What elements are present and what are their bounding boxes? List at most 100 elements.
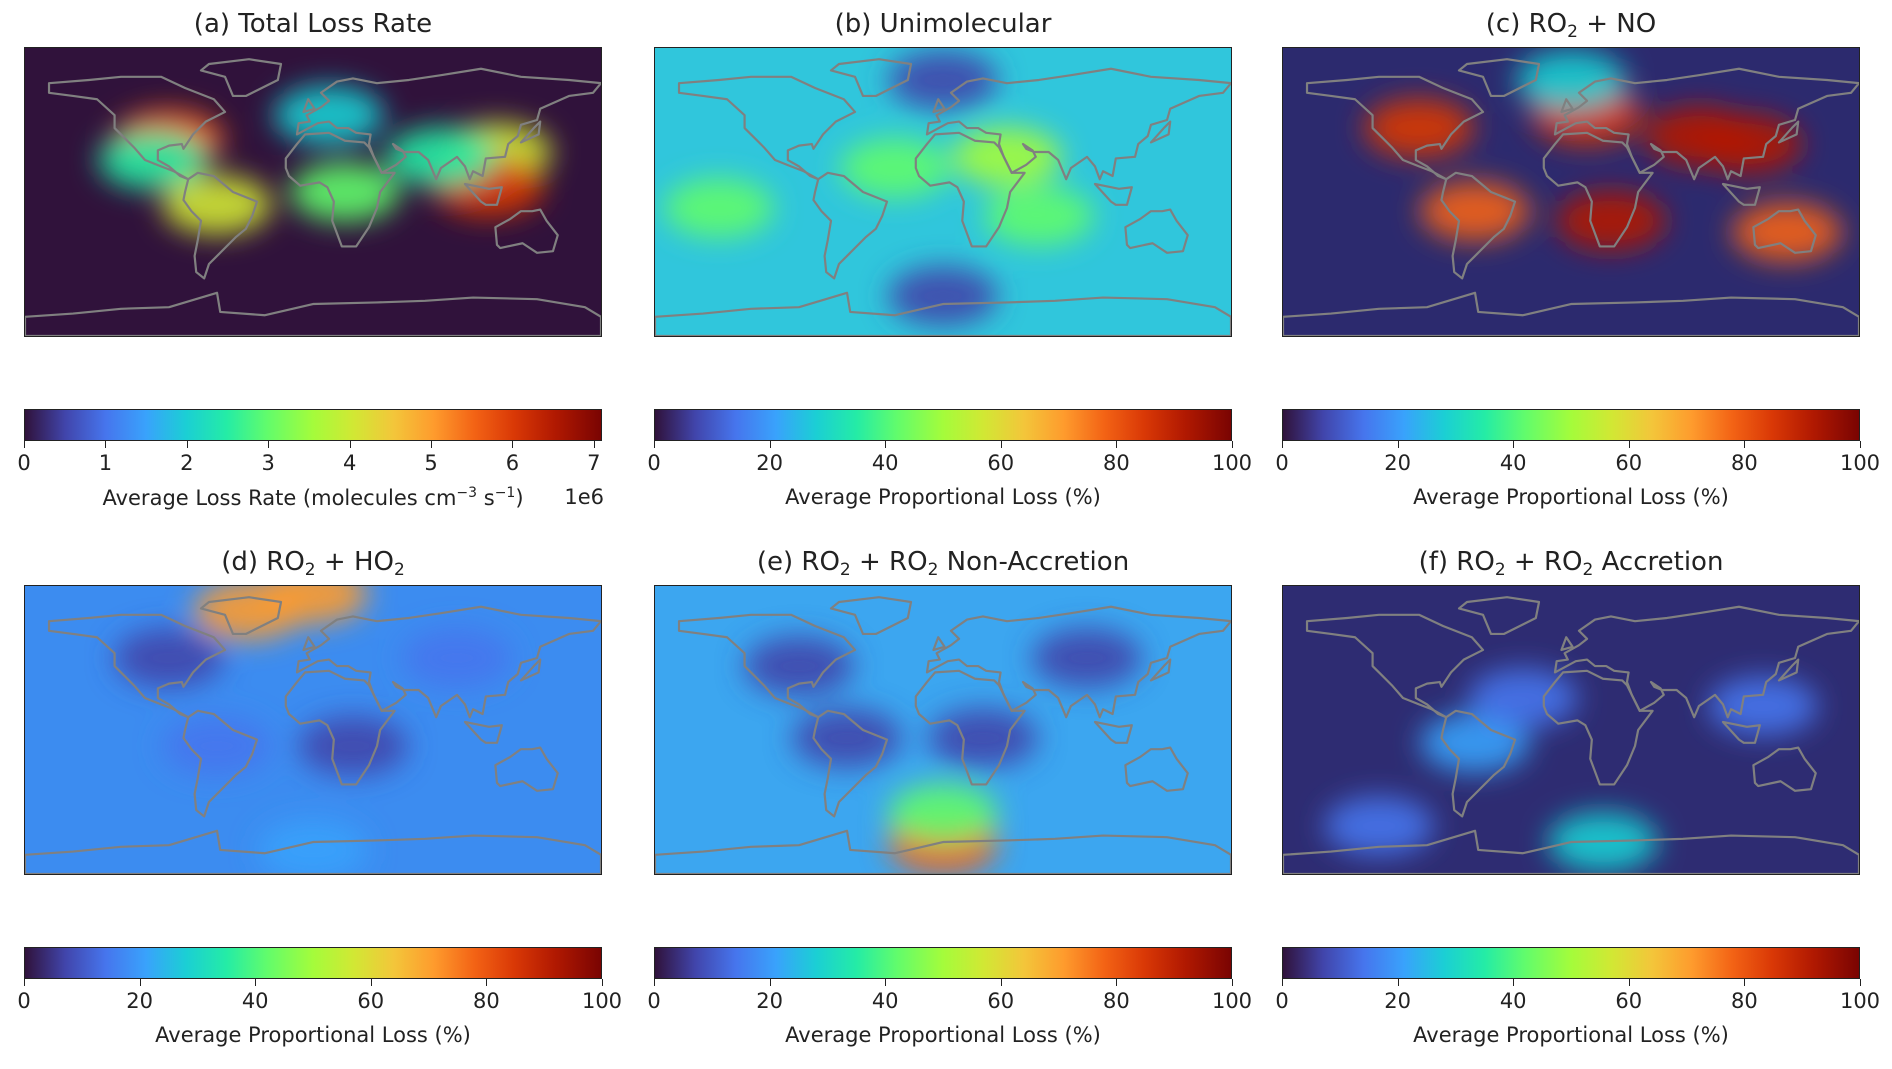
colorbar-tick-label: 100 <box>581 989 623 1013</box>
coastline <box>494 746 559 792</box>
colorbar-tick <box>1744 979 1746 986</box>
coastline <box>1457 58 1541 98</box>
coastline <box>295 605 601 719</box>
coastline <box>25 291 601 336</box>
coastline <box>655 291 1231 336</box>
colorbar-tick <box>1744 441 1746 448</box>
coastline <box>1305 613 1485 719</box>
colorbar-label: Average Proportional Loss (%) <box>785 485 1101 509</box>
coastline <box>182 709 259 818</box>
colorbar-tick <box>105 441 107 448</box>
panel-title: (a) Total Loss Rate <box>193 9 433 39</box>
coastline <box>519 120 542 144</box>
coastline <box>829 596 913 636</box>
data-field <box>792 708 902 768</box>
colorbar-tick-label: 100 <box>1211 451 1253 475</box>
coastline <box>829 58 913 98</box>
coastline <box>1777 120 1800 144</box>
data-field <box>888 50 998 110</box>
panel-title: (e) RO2 + RO2 Non-Accretion <box>756 547 1130 580</box>
data-field <box>162 716 272 776</box>
coastline <box>1752 208 1817 254</box>
colorbar-label: Average Proportional Loss (%) <box>1413 1023 1729 1047</box>
colorbar-tick-label: 60 <box>1615 989 1643 1013</box>
coastline <box>302 98 316 114</box>
colorbar-tick <box>255 979 257 986</box>
colorbar-tick-label: 20 <box>756 989 783 1013</box>
colorbar-tick <box>1628 979 1630 986</box>
data-field <box>1708 676 1818 736</box>
colorbar-tick <box>1000 979 1002 986</box>
colorbar <box>654 409 1232 441</box>
data-field <box>1324 796 1434 856</box>
colorbar-tick <box>268 441 270 448</box>
colorbar-tick-label: 100 <box>1211 989 1253 1013</box>
data-field <box>984 186 1094 246</box>
coastline <box>199 596 283 636</box>
data-field <box>386 127 496 187</box>
coastline <box>519 658 542 682</box>
colorbar-tick-label: 0 <box>17 451 31 475</box>
data-field <box>258 586 368 624</box>
colorbar-tick-label: 40 <box>241 989 269 1013</box>
colorbar-tick <box>769 441 771 448</box>
coastline <box>302 636 316 652</box>
data-field <box>744 636 854 696</box>
colorbar-tick-label: 20 <box>1384 451 1411 475</box>
coastline <box>1093 182 1133 206</box>
coastline <box>1440 171 1517 280</box>
map-plot <box>654 47 1232 337</box>
map-panel-e: (e) RO2 + RO2 Non-Accretion 0 20 40 60 80 100 A… <box>630 541 1256 1061</box>
map-panel-d: (d) RO2 + HO2 0 20 40 60 80 100 Average Proport… <box>0 541 626 1061</box>
colorbar-tick-label: 3 <box>261 451 275 475</box>
map-panel-c: (c) RO2 + NO 0 20 40 60 80 100 Average Proporti… <box>1258 3 1884 523</box>
colorbar-tick-label: 1 <box>98 451 113 475</box>
panel-title: (c) RO2 + NO <box>1485 9 1657 42</box>
coastline <box>1752 746 1817 792</box>
colorbar-tick-label: 5 <box>424 451 438 475</box>
colorbar-label: Average Proportional Loss (%) <box>155 1023 471 1047</box>
colorbar <box>1282 409 1860 441</box>
coastline <box>295 67 601 181</box>
colorbar <box>1282 947 1860 979</box>
coastline <box>284 131 396 248</box>
colorbar-tick-label: 20 <box>756 451 783 475</box>
colorbar-tick <box>1860 979 1861 986</box>
map-panel-b: (b) Unimolecular 0 20 40 60 80 100 Average Prop… <box>630 3 1256 523</box>
coastline <box>182 171 259 280</box>
map-plot <box>654 585 1232 875</box>
colorbar-tick-label: 7 <box>587 451 601 475</box>
colorbar-label: Average Loss Rate (molecules cm−3 s−1) <box>102 485 524 510</box>
colorbar-tick <box>769 979 771 986</box>
coastline <box>1305 75 1485 181</box>
colorbar-tick <box>24 441 25 448</box>
data-field <box>290 162 400 222</box>
colorbar-tick-label: 2 <box>180 451 194 475</box>
colorbar-label: Average Proportional Loss (%) <box>785 1023 1101 1047</box>
data-field <box>402 628 512 688</box>
coastline <box>677 75 857 181</box>
panel-title: (d) RO2 + HO2 <box>221 547 405 580</box>
coastline <box>1721 720 1761 744</box>
coastline <box>932 636 946 652</box>
colorbar <box>24 409 602 441</box>
coastline <box>914 131 1026 248</box>
coastline <box>1542 131 1654 248</box>
data-field <box>1516 50 1626 110</box>
coastline <box>677 613 857 719</box>
coastline <box>812 171 889 280</box>
colorbar-tick <box>1397 979 1399 986</box>
colorbar-tick-label: 0 <box>647 989 661 1013</box>
data-field <box>298 716 408 776</box>
colorbar-tick <box>486 979 488 986</box>
coastline <box>1553 67 1859 181</box>
colorbar-tick <box>602 979 603 986</box>
colorbar-tick-label: 0 <box>1275 989 1289 1013</box>
data-field <box>1420 713 1530 773</box>
coastline <box>1149 658 1172 682</box>
coastline <box>463 182 503 206</box>
colorbar-tick <box>349 441 351 448</box>
colorbar-tick <box>1232 441 1233 448</box>
coastline <box>47 75 227 181</box>
map-plot <box>1282 47 1860 337</box>
